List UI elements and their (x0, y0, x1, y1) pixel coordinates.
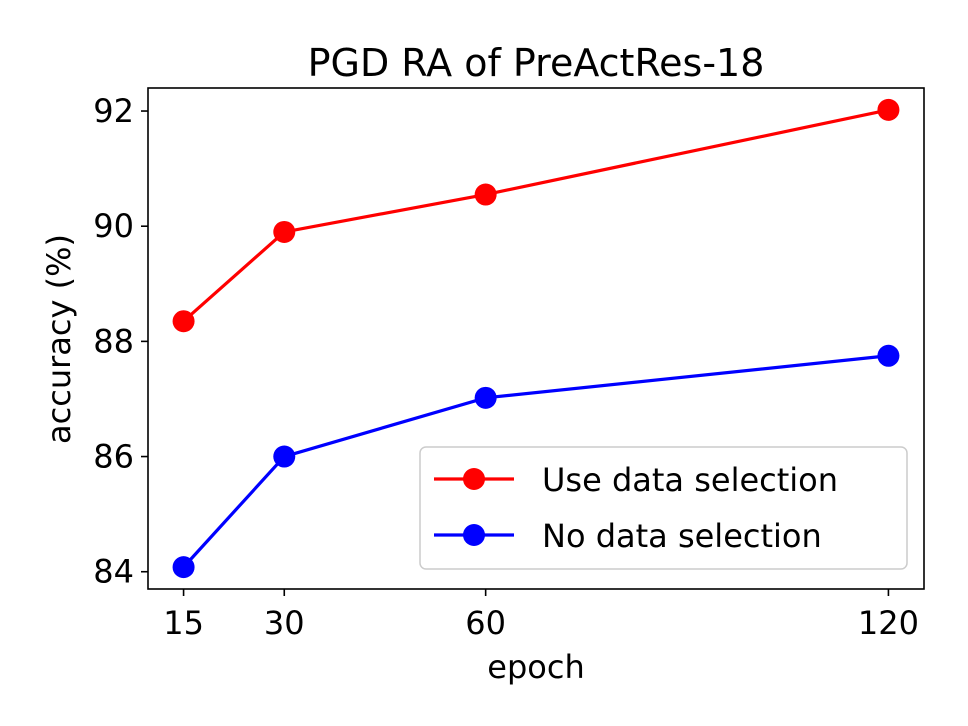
x-tick-label: 30 (264, 604, 305, 642)
legend-swatch-marker (463, 468, 485, 490)
chart-title: PGD RA of PreActRes-18 (308, 41, 765, 85)
series-line-1 (182, 354, 889, 569)
y-tick-label: 86 (93, 438, 134, 476)
legend-label: No data selection (542, 517, 822, 555)
plot-frame (147, 87, 925, 590)
legend-label: Use data selection (542, 461, 838, 499)
x-axis-label: epoch (487, 648, 584, 686)
x-tick-label: 120 (858, 604, 919, 642)
data-point (474, 183, 497, 206)
y-axis-label: accuracy (%) (40, 234, 78, 444)
x-tick-label: 60 (465, 604, 506, 642)
y-tick-label: 84 (93, 553, 134, 591)
data-point (273, 445, 296, 468)
data-point (172, 310, 195, 333)
data-point (172, 556, 195, 579)
data-point (474, 386, 497, 409)
data-point (877, 98, 900, 121)
legend-swatch-marker (463, 524, 485, 546)
x-tick-label: 15 (163, 604, 204, 642)
plot-area: 15 30 60 120 84 86 88 90 92 (93, 87, 925, 642)
series-line-0 (182, 108, 889, 323)
y-tick-label: 90 (93, 207, 134, 245)
y-tick-label: 88 (93, 322, 134, 360)
data-point (877, 344, 900, 367)
legend-box (419, 446, 908, 570)
data-point (273, 220, 296, 243)
legend: Use data selection No data selection (419, 446, 908, 570)
y-tick-label: 92 (93, 92, 134, 130)
